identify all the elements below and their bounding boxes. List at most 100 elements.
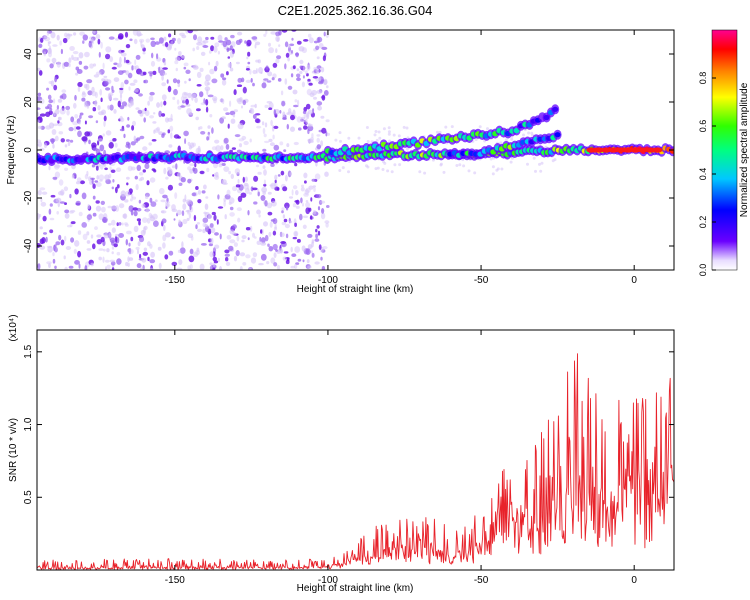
noise-speckle [320, 212, 326, 220]
noise-speckle [313, 40, 319, 44]
noise-speckle [196, 222, 200, 225]
noise-speckle [167, 85, 172, 93]
noise-speckle [387, 132, 391, 136]
noise-speckle [121, 101, 127, 107]
noise-speckle [37, 67, 41, 72]
noise-speckle [146, 217, 151, 224]
noise-speckle [95, 34, 101, 39]
noise-speckle [59, 108, 66, 115]
noise-speckle [38, 125, 43, 130]
noise-speckle [263, 133, 267, 138]
noise-speckle [292, 236, 297, 240]
noise-speckle [295, 205, 300, 209]
noise-speckle [237, 122, 244, 130]
noise-speckle [55, 241, 61, 246]
noise-speckle [151, 52, 154, 59]
noise-speckle [206, 88, 209, 96]
noise-speckle [63, 235, 67, 242]
noise-speckle [128, 104, 131, 107]
noise-speckle [257, 171, 262, 175]
noise-speckle [139, 135, 145, 140]
noise-speckle [158, 131, 163, 136]
noise-speckle [281, 30, 288, 33]
noise-speckle [127, 248, 134, 255]
noise-speckle [184, 80, 187, 84]
noise-speckle [77, 81, 83, 88]
noise-speckle [247, 51, 251, 57]
noise-speckle [313, 187, 316, 193]
noise-speckle [268, 231, 272, 237]
noise-speckle [275, 249, 278, 252]
noise-speckle [266, 100, 273, 104]
noise-speckle [144, 110, 150, 117]
noise-speckle [296, 40, 302, 45]
noise-speckle [307, 233, 313, 238]
noise-speckle [260, 242, 267, 246]
noise-speckle [125, 261, 129, 267]
noise-speckle [102, 62, 105, 69]
noise-speckle [365, 164, 368, 168]
noise-speckle [145, 38, 150, 43]
main-band-peak [608, 147, 619, 153]
noise-speckle [228, 201, 232, 205]
noise-speckle [245, 79, 252, 83]
noise-speckle [129, 82, 136, 86]
noise-speckle [103, 78, 109, 82]
noise-speckle [314, 173, 321, 180]
noise-speckle [253, 201, 258, 205]
noise-speckle [66, 109, 70, 116]
noise-speckle [232, 185, 238, 192]
noise-speckle [209, 223, 214, 228]
noise-speckle [96, 175, 100, 180]
noise-speckle [191, 95, 194, 101]
noise-speckle [289, 172, 293, 176]
noise-speckle [120, 81, 125, 89]
noise-speckle [125, 44, 131, 49]
noise-speckle [124, 31, 129, 38]
noise-speckle [237, 31, 243, 36]
noise-speckle [118, 33, 124, 40]
noise-speckle [224, 249, 230, 254]
noise-speckle [210, 36, 215, 40]
noise-speckle [148, 95, 154, 102]
noise-speckle [221, 163, 226, 166]
noise-speckle [263, 78, 269, 81]
noise-speckle [267, 243, 270, 247]
noise-speckle [143, 80, 146, 84]
noise-speckle [285, 205, 288, 210]
noise-speckle [194, 162, 197, 168]
noise-speckle [474, 138, 478, 142]
noise-speckle [293, 263, 298, 269]
noise-speckle [84, 120, 87, 125]
noise-speckle [188, 255, 195, 263]
noise-speckle [211, 127, 214, 134]
noise-speckle [538, 162, 541, 166]
noise-speckle [37, 213, 40, 220]
noise-speckle [316, 194, 322, 199]
noise-speckle [92, 30, 96, 34]
noise-speckle [223, 137, 229, 144]
noise-speckle [132, 207, 138, 211]
noise-speckle [162, 194, 168, 199]
noise-speckle [130, 198, 133, 202]
noise-speckle [167, 117, 174, 122]
noise-speckle [185, 199, 192, 202]
noise-speckle [87, 90, 93, 96]
noise-speckle [113, 77, 120, 82]
noise-speckle [79, 180, 85, 185]
noise-speckle [83, 65, 89, 70]
noise-speckle [161, 218, 167, 224]
noise-speckle [158, 110, 162, 118]
noise-speckle [300, 118, 304, 122]
noise-speckle [187, 233, 194, 239]
noise-speckle [217, 206, 224, 209]
noise-speckle [116, 251, 121, 256]
noise-speckle [37, 263, 41, 270]
noise-speckle [289, 220, 293, 224]
noise-speckle [150, 201, 157, 207]
noise-speckle [98, 256, 102, 261]
noise-speckle [298, 46, 305, 52]
noise-speckle [282, 186, 288, 192]
noise-speckle [193, 34, 197, 41]
main-band-peak [652, 147, 663, 153]
